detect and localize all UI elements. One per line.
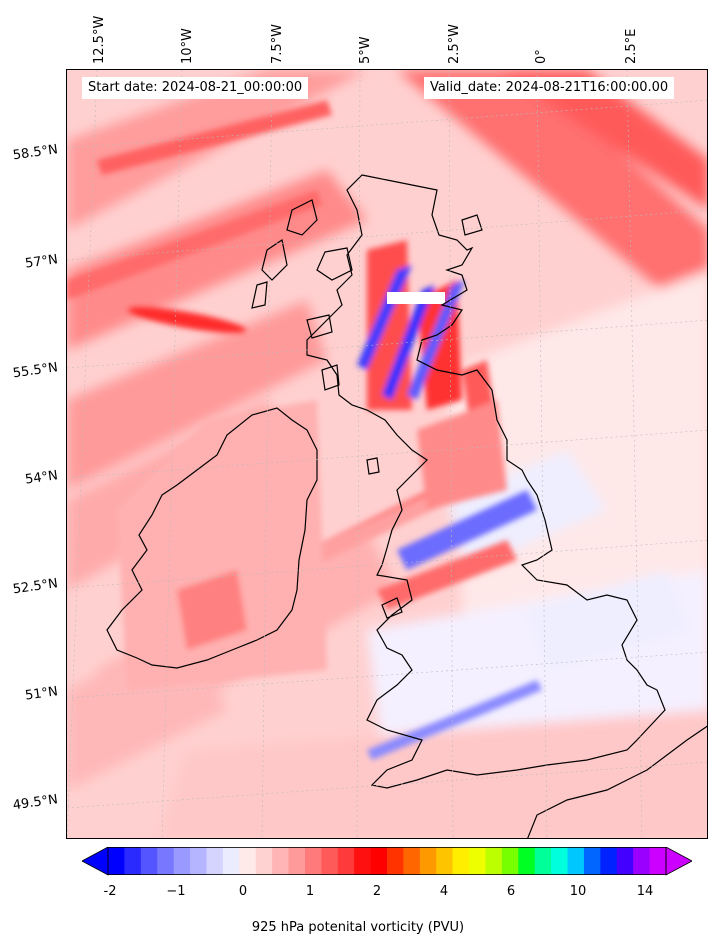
colorbar-segment [436,847,454,875]
colorbar-segment [190,847,207,875]
colorbar-segment [206,847,224,875]
colorbar-segment [469,847,486,875]
colorbar-segment [501,847,519,875]
colorbar-segment [567,847,585,875]
lon-label-7-5w: 7.5°W [270,23,285,64]
colorbar-tick: 14 [636,884,654,899]
colorbar-label: 925 hPa potenital vorticity (PVU) [251,920,465,935]
colorbar-segment [616,847,634,875]
colorbar-segment [173,847,191,875]
colorbar-segment [452,847,470,875]
colorbar-segment [272,847,290,875]
colorbar-segment [288,847,306,875]
colorbar-segment [354,847,372,875]
colorbar-segment [321,847,339,875]
lon-label-10w: 10°W [180,28,195,64]
colorbar-segment [534,847,552,875]
coastline [106,174,707,838]
lat-label-55-5n: 55.5°N [11,360,59,382]
colorbar-segment [649,847,667,875]
colorbar-segment [485,847,503,875]
colorbar-segment [124,847,142,875]
colorbar-tick: -2 [103,884,117,899]
colorbar-segment [387,847,404,875]
colorbar-segment [403,847,421,875]
lon-label-5w: 5°W [358,36,373,64]
lon-label-2-5e: 2.5°E [624,28,639,64]
colorbar-segment [255,847,273,875]
colorbar-segment [633,847,651,875]
colorbar [82,847,692,876]
colorbar-segment [551,847,569,875]
colorbar-segment [140,847,158,875]
lon-label-2-5w: 2.5°W [447,23,462,64]
colorbar-extend-max [665,847,692,876]
colorbar-segment [304,847,322,875]
colorbar-segment [370,847,388,875]
colorbar-segment [108,847,125,875]
valid-date-label: Valid_date: 2024-08-21T16:00:00.00 [424,77,675,99]
start-date-label: Start date: 2024-08-21_00:00:00 [82,77,309,99]
colorbar-tick: 6 [506,884,516,899]
colorbar-segment [239,847,257,875]
colorbar-extend-min [82,847,109,876]
colorbar-tick: 1 [305,884,315,899]
lat-label-57n: 57°N [24,252,59,272]
lat-label-58-5n: 58.5°N [11,142,59,164]
pv-field [67,70,707,838]
lat-label-52-5n: 52.5°N [11,576,59,598]
map-panel [66,69,708,839]
colorbar-tick: 4 [439,884,449,899]
graticule [67,70,707,838]
colorbar-segment [222,847,240,875]
colorbar-tick: 2 [372,884,382,899]
colorbar-segment [518,847,536,875]
colorbar-segment [157,847,175,875]
lon-label-0: 0° [534,49,549,64]
lat-label-49-5n: 49.5°N [11,792,59,814]
colorbar-segment [337,847,355,875]
colorbar-tick: 10 [569,884,587,899]
lon-label-12-5w: 12.5°W [92,15,107,64]
lat-label-51n: 51°N [24,684,59,704]
colorbar-tick: −1 [166,884,186,899]
colorbar-segment [600,847,618,875]
colorbar-segment [419,847,437,875]
colorbar-tick: 0 [238,884,248,899]
colorbar-segment [583,847,601,875]
colorbar-border [107,847,667,876]
lat-label-54n: 54°N [24,468,59,488]
